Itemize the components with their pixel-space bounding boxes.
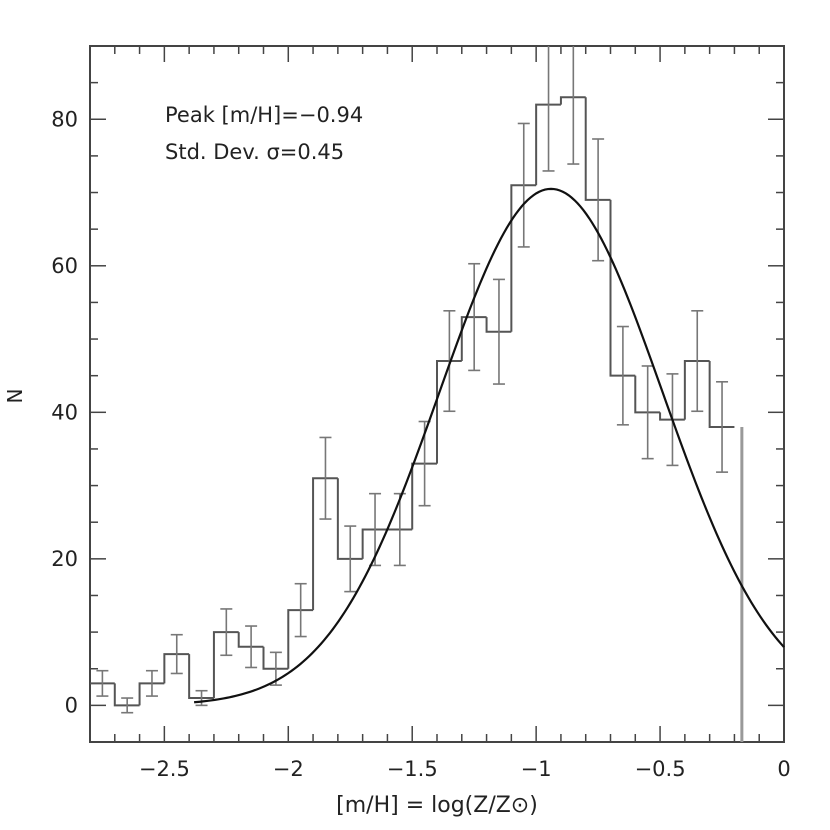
histogram-bin — [584, 97, 611, 201]
histogram-bin — [138, 682, 165, 706]
histogram-bin — [659, 412, 685, 421]
y-tick-label: 0 — [65, 693, 78, 717]
annotation-sigma: Std. Dev. σ=0.45 — [165, 140, 344, 164]
histogram-bin — [708, 361, 735, 428]
x-tick-label: −0.5 — [635, 757, 686, 781]
x-tick-label: −2.5 — [139, 757, 190, 781]
annotation-peak: Peak [m/H]=−0.94 — [165, 103, 363, 127]
y-tick-labels: 0 20 40 60 80 — [51, 107, 78, 717]
x-tick-labels: −2.5 −2 −1.5 −1 −0.5 0 — [139, 757, 791, 781]
y-axis-label: N — [3, 389, 27, 404]
histogram-bin — [361, 528, 388, 559]
histogram-bin — [436, 360, 462, 464]
histogram-bin — [634, 375, 661, 414]
y-tick-label: 40 — [51, 400, 78, 424]
histogram-bin — [287, 609, 314, 669]
histogram-bin — [460, 316, 487, 362]
histogram-bin — [535, 103, 561, 186]
histogram-bin — [163, 653, 190, 684]
histogram — [90, 96, 744, 742]
histogram-bin — [212, 631, 239, 699]
histogram-bin — [188, 654, 214, 700]
histogram-bin — [683, 360, 710, 420]
histogram-bin — [559, 96, 586, 105]
x-axis-label: [m/H] = log(Z/Z⊙) — [336, 793, 538, 818]
histogram-bin — [485, 317, 512, 333]
axis-ticks — [89, 46, 785, 742]
y-tick-label: 80 — [51, 107, 78, 131]
x-tick-label: 0 — [777, 757, 790, 781]
histogram-bin — [262, 646, 289, 670]
histogram-bin — [336, 478, 363, 560]
histogram-bin — [411, 462, 437, 530]
x-tick-label: −1 — [521, 757, 552, 781]
gaussian-fit-curve — [193, 187, 785, 704]
histogram-bin — [113, 683, 140, 707]
y-tick-label: 20 — [51, 547, 78, 571]
x-tick-label: −2 — [273, 757, 304, 781]
histogram-bin — [237, 632, 264, 648]
histogram-bin — [510, 184, 537, 332]
histogram-bin — [312, 477, 338, 611]
y-tick-label: 60 — [51, 254, 78, 278]
x-tick-label: −1.5 — [387, 757, 438, 781]
